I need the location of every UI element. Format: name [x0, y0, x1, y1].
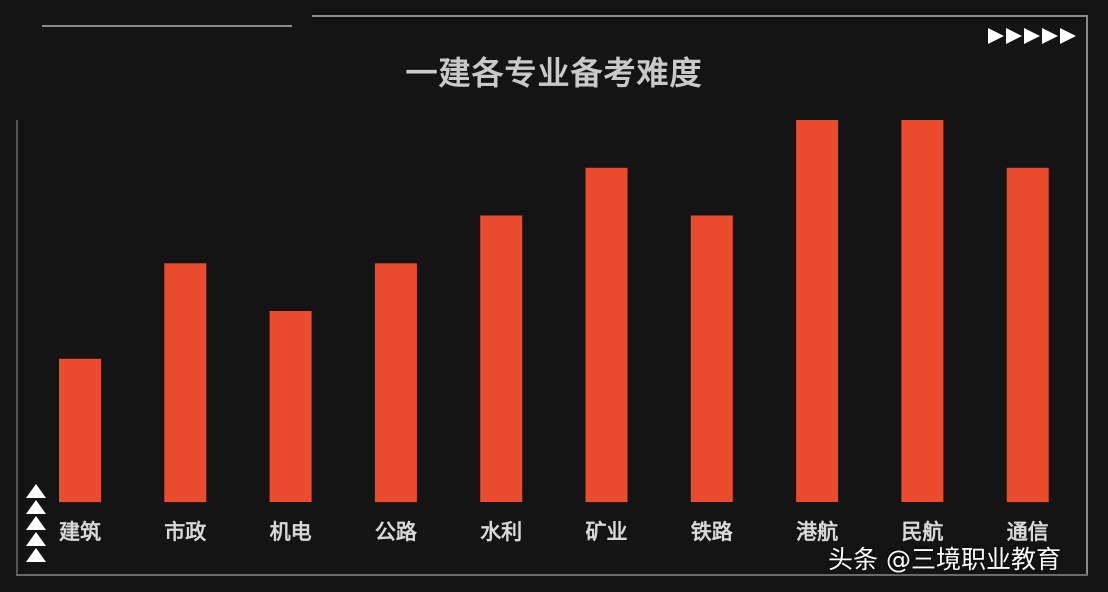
bar-8 [901, 120, 944, 502]
bar-5 [585, 167, 628, 503]
frame-line-top-right [312, 15, 1088, 17]
watermark-text: 头条 @三境职业教育 [828, 545, 1061, 574]
bar-7 [796, 120, 839, 502]
x-tick-label: 铁路 [691, 520, 734, 544]
bar-4 [480, 215, 523, 502]
x-tick-label: 通信 [1007, 520, 1049, 544]
bar-2 [269, 311, 312, 502]
triangle-up-icons [26, 484, 46, 562]
x-tick-label: 港航 [796, 520, 838, 544]
bar-6 [690, 215, 733, 502]
frame-line-right [1086, 15, 1088, 575]
triangle-right-icons [988, 28, 1076, 44]
bar-0 [59, 358, 101, 503]
x-tick-label: 民航 [901, 520, 943, 544]
x-tick-label: 公路 [375, 520, 418, 544]
bar-1 [164, 263, 207, 503]
x-tick-labels-group: 建筑 市政 机电 公路 水利 矿业 铁路 港航 民航 通信 [59, 520, 1049, 544]
frame-line-left [16, 120, 18, 575]
chart-title: 一建各专业备考难度 [405, 54, 703, 92]
x-tick-label: 机电 [270, 520, 312, 544]
x-tick-label: 建筑 [59, 520, 101, 544]
x-tick-label: 矿业 [586, 520, 628, 544]
bar-9 [1006, 167, 1049, 503]
x-tick-label: 水利 [480, 520, 522, 544]
frame-line-top-left [42, 25, 292, 27]
bars-group [59, 120, 1049, 503]
bar-3 [374, 263, 417, 503]
x-tick-label: 市政 [164, 520, 207, 544]
frame-line-bottom [16, 574, 1088, 576]
